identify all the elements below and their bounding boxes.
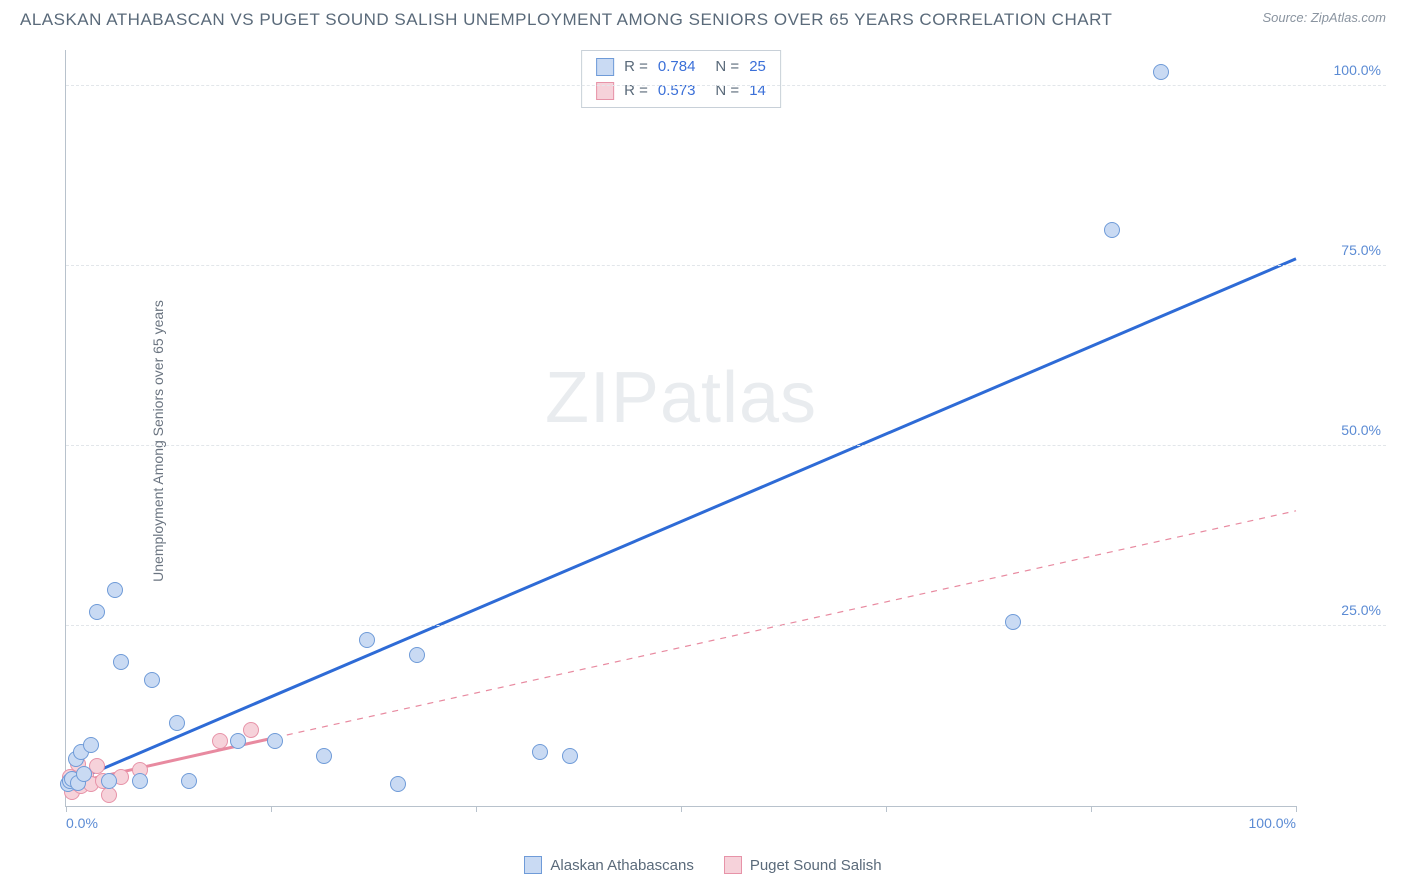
- data-point-blue: [101, 773, 117, 789]
- xtick: [1091, 806, 1092, 812]
- data-point-blue: [316, 748, 332, 764]
- correlation-stats-box: R = 0.784 N = 25 R = 0.573 N = 14: [581, 50, 781, 108]
- xtick: [1296, 806, 1297, 812]
- data-point-blue: [562, 748, 578, 764]
- gridline-h: [66, 625, 1386, 626]
- legend-swatch-blue: [524, 856, 542, 874]
- r-label-pink: R =: [624, 79, 648, 103]
- n-label-pink: N =: [715, 79, 739, 103]
- r-value-blue: 0.784: [658, 55, 696, 79]
- data-point-blue: [1005, 614, 1021, 630]
- data-point-blue: [113, 654, 129, 670]
- bottom-legend: Alaskan Athabascans Puget Sound Salish: [0, 856, 1406, 874]
- xtick: [271, 806, 272, 812]
- data-point-blue: [181, 773, 197, 789]
- data-point-blue: [1104, 222, 1120, 238]
- xtick: [66, 806, 67, 812]
- legend-item-blue: Alaskan Athabascans: [524, 856, 693, 874]
- data-point-blue: [390, 776, 406, 792]
- data-point-blue: [359, 632, 375, 648]
- xtick: [681, 806, 682, 812]
- data-point-blue: [230, 733, 246, 749]
- data-point-blue: [76, 766, 92, 782]
- chart-title: ALASKAN ATHABASCAN VS PUGET SOUND SALISH…: [20, 10, 1112, 30]
- scatter-plot: ZIPatlas R = 0.784 N = 25 R = 0.573 N = …: [65, 50, 1296, 807]
- ytick-label: 25.0%: [1341, 602, 1381, 618]
- data-point-blue: [144, 672, 160, 688]
- chart-header: ALASKAN ATHABASCAN VS PUGET SOUND SALISH…: [0, 0, 1406, 30]
- xtick-label: 0.0%: [66, 815, 98, 831]
- watermark: ZIPatlas: [545, 357, 817, 439]
- data-point-blue: [169, 715, 185, 731]
- xtick-label: 100.0%: [1249, 815, 1296, 831]
- watermark-bold: ZIP: [545, 358, 660, 438]
- legend-swatch-pink: [724, 856, 742, 874]
- stats-row-pink: R = 0.573 N = 14: [596, 79, 766, 103]
- gridline-h: [66, 85, 1386, 86]
- plot-area: Unemployment Among Seniors over 65 years…: [55, 50, 1386, 832]
- data-point-pink: [212, 733, 228, 749]
- data-point-blue: [267, 733, 283, 749]
- legend-label-blue: Alaskan Athabascans: [550, 857, 693, 874]
- data-point-blue: [532, 744, 548, 760]
- n-value-blue: 25: [749, 55, 766, 79]
- ytick-label: 50.0%: [1341, 422, 1381, 438]
- data-point-blue: [107, 582, 123, 598]
- ytick-label: 75.0%: [1341, 242, 1381, 258]
- legend-label-pink: Puget Sound Salish: [750, 857, 882, 874]
- gridline-h: [66, 445, 1386, 446]
- data-point-blue: [89, 604, 105, 620]
- trend-lines: [66, 50, 1296, 806]
- source-prefix: Source:: [1262, 10, 1310, 25]
- ytick-label: 100.0%: [1334, 62, 1381, 78]
- data-point-blue: [83, 737, 99, 753]
- xtick: [476, 806, 477, 812]
- legend-item-pink: Puget Sound Salish: [724, 856, 882, 874]
- data-point-blue: [409, 647, 425, 663]
- r-label-blue: R =: [624, 55, 648, 79]
- n-value-pink: 14: [749, 79, 766, 103]
- gridline-h: [66, 265, 1386, 266]
- xtick: [886, 806, 887, 812]
- n-label-blue: N =: [715, 55, 739, 79]
- stats-row-blue: R = 0.784 N = 25: [596, 55, 766, 79]
- source-name: ZipAtlas.com: [1311, 10, 1386, 25]
- data-point-pink: [101, 787, 117, 803]
- r-value-pink: 0.573: [658, 79, 696, 103]
- source-attribution: Source: ZipAtlas.com: [1262, 10, 1386, 25]
- swatch-blue: [596, 58, 614, 76]
- data-point-blue: [1153, 64, 1169, 80]
- data-point-blue: [132, 773, 148, 789]
- watermark-thin: atlas: [660, 358, 817, 438]
